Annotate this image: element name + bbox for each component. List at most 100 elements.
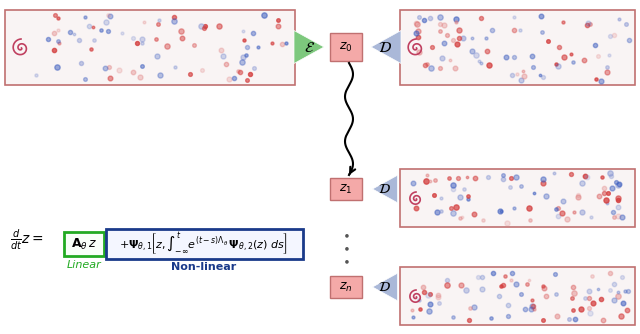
Point	[506, 277, 516, 283]
Point	[612, 195, 623, 201]
Point	[439, 40, 449, 46]
Point	[496, 208, 506, 213]
Point	[50, 12, 60, 18]
Point	[599, 185, 609, 190]
Point	[500, 273, 510, 278]
Point	[427, 45, 437, 50]
Point	[584, 305, 595, 311]
Point	[487, 28, 497, 33]
Point	[553, 205, 563, 210]
Point	[104, 75, 115, 80]
Point	[242, 44, 252, 49]
Point	[214, 24, 224, 29]
Point	[568, 59, 579, 65]
Point	[518, 73, 529, 79]
Point	[238, 55, 248, 60]
Point	[65, 30, 75, 35]
Point	[529, 191, 539, 196]
Point	[624, 38, 634, 43]
Point	[569, 210, 579, 215]
Point	[169, 19, 179, 24]
Point	[613, 197, 623, 202]
Point	[511, 174, 521, 180]
Point	[538, 283, 548, 288]
Point	[442, 32, 452, 38]
Point	[506, 176, 516, 181]
Point	[448, 182, 458, 187]
Point	[423, 292, 433, 298]
Point	[415, 306, 425, 311]
Point	[449, 37, 459, 43]
Point	[502, 303, 513, 308]
Point	[618, 301, 628, 306]
Point	[153, 21, 163, 26]
Point	[103, 12, 113, 18]
Point	[593, 53, 603, 58]
Point	[609, 281, 620, 287]
Point	[139, 19, 149, 24]
Point	[410, 20, 420, 25]
Point	[467, 48, 477, 53]
Point	[435, 65, 445, 70]
Text: $+\boldsymbol{\Psi}_{\theta,1}\!\left[z,\int_{-\infty}^{t} e^{(t-s)\Lambda_\thet: $+\boldsymbol{\Psi}_{\theta,1}\!\left[z,…	[120, 230, 289, 258]
Point	[577, 180, 588, 185]
Text: $\bullet$: $\bullet$	[342, 241, 350, 255]
Point	[508, 270, 518, 276]
Point	[524, 278, 534, 283]
Point	[607, 185, 618, 190]
Point	[613, 213, 623, 218]
Point	[114, 67, 124, 72]
Point	[448, 315, 458, 320]
Point	[237, 28, 248, 33]
Point	[429, 192, 440, 197]
Point	[424, 309, 434, 314]
FancyBboxPatch shape	[400, 169, 635, 227]
Point	[538, 29, 548, 35]
Point	[481, 35, 491, 40]
Point	[442, 277, 452, 283]
Point	[176, 28, 186, 34]
Point	[433, 295, 443, 300]
Point	[189, 42, 199, 47]
Point	[586, 214, 596, 220]
Point	[100, 65, 110, 71]
Point	[483, 174, 493, 180]
FancyBboxPatch shape	[106, 229, 303, 259]
Point	[538, 180, 548, 185]
Point	[582, 174, 592, 179]
Point	[444, 175, 454, 180]
Point	[259, 13, 269, 18]
Point	[498, 176, 508, 182]
Point	[536, 14, 546, 19]
Point	[552, 61, 562, 66]
Point	[486, 315, 496, 320]
Point	[518, 68, 529, 73]
Point	[588, 300, 598, 306]
Point	[484, 62, 494, 67]
Point	[49, 30, 60, 35]
Point	[413, 28, 423, 33]
Point	[550, 271, 560, 277]
Point	[621, 21, 631, 26]
Point	[604, 171, 614, 176]
Point	[442, 282, 452, 287]
Point	[136, 40, 147, 46]
Point	[527, 53, 537, 59]
Point	[451, 19, 461, 24]
Point	[229, 75, 239, 81]
Point	[551, 206, 561, 212]
Point	[420, 62, 431, 67]
Point	[465, 306, 476, 311]
Point	[596, 78, 606, 84]
Point	[477, 217, 488, 222]
Point	[422, 172, 432, 178]
Point	[576, 306, 586, 311]
Point	[408, 314, 418, 320]
Polygon shape	[294, 30, 324, 63]
Point	[568, 308, 578, 313]
Point	[74, 37, 84, 43]
Point	[515, 292, 525, 297]
Point	[88, 24, 98, 30]
Point	[424, 301, 435, 306]
Text: $\mathcal{D}$: $\mathcal{D}$	[378, 39, 392, 54]
